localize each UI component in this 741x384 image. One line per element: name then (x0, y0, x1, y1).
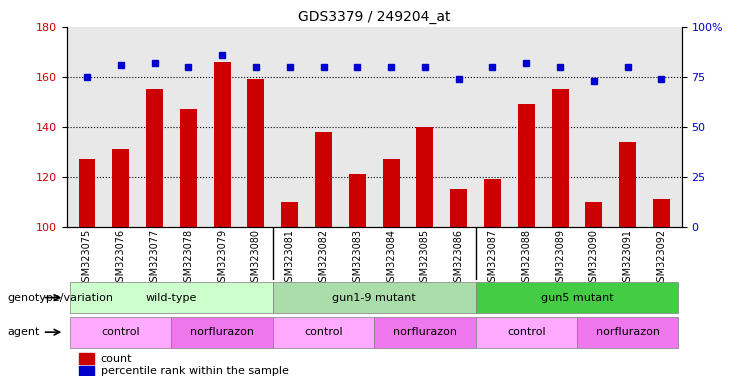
Bar (146, 89, 163, 227)
Text: GSM323079: GSM323079 (217, 229, 227, 288)
Text: GSM323080: GSM323080 (251, 229, 261, 288)
Text: GSM323092: GSM323092 (657, 229, 666, 288)
Text: control: control (507, 327, 545, 337)
Text: GSM323081: GSM323081 (285, 229, 295, 288)
Bar (653, 199, 670, 227)
Text: percentile rank within the sample: percentile rank within the sample (101, 366, 288, 376)
Text: genotype/variation: genotype/variation (7, 293, 113, 303)
Text: GSM323091: GSM323091 (622, 229, 633, 288)
Bar (79, 159, 96, 227)
Bar (451, 189, 467, 227)
Text: GSM323082: GSM323082 (319, 229, 328, 288)
Bar (382, 159, 399, 227)
Bar (619, 142, 636, 227)
FancyBboxPatch shape (273, 282, 476, 313)
Text: GSM323084: GSM323084 (386, 229, 396, 288)
Bar (551, 89, 568, 227)
Text: norflurazon: norflurazon (393, 327, 457, 337)
Text: control: control (305, 327, 343, 337)
Text: GSM323086: GSM323086 (453, 229, 464, 288)
Bar (484, 179, 501, 227)
Text: GSM323087: GSM323087 (488, 229, 497, 288)
Bar (518, 104, 535, 227)
Text: wild-type: wild-type (146, 293, 197, 303)
FancyBboxPatch shape (171, 316, 273, 348)
Title: GDS3379 / 249204_at: GDS3379 / 249204_at (298, 10, 451, 25)
FancyBboxPatch shape (273, 316, 374, 348)
FancyBboxPatch shape (374, 316, 476, 348)
Text: GSM323089: GSM323089 (555, 229, 565, 288)
FancyBboxPatch shape (70, 282, 273, 313)
Bar (247, 79, 265, 227)
FancyBboxPatch shape (476, 282, 678, 313)
Text: count: count (101, 354, 132, 364)
Text: GSM323085: GSM323085 (420, 229, 430, 288)
Text: GSM323083: GSM323083 (352, 229, 362, 288)
Text: GSM323078: GSM323078 (183, 229, 193, 288)
Text: GSM323090: GSM323090 (589, 229, 599, 288)
Bar (349, 174, 366, 227)
Bar (213, 62, 230, 227)
Bar (180, 109, 197, 227)
Text: GSM323076: GSM323076 (116, 229, 126, 288)
Text: GSM323088: GSM323088 (521, 229, 531, 288)
Text: GSM323075: GSM323075 (82, 229, 92, 288)
Bar (282, 202, 298, 227)
Bar (585, 202, 602, 227)
Text: agent: agent (7, 327, 40, 337)
Text: control: control (102, 327, 140, 337)
FancyBboxPatch shape (577, 316, 678, 348)
FancyBboxPatch shape (476, 316, 577, 348)
Text: norflurazon: norflurazon (190, 327, 254, 337)
Text: norflurazon: norflurazon (596, 327, 659, 337)
FancyBboxPatch shape (70, 316, 171, 348)
Bar (416, 127, 433, 227)
Text: GSM323077: GSM323077 (150, 229, 159, 288)
Text: gun1-9 mutant: gun1-9 mutant (332, 293, 416, 303)
Bar (315, 132, 332, 227)
Text: gun5 mutant: gun5 mutant (541, 293, 614, 303)
Bar (79, 366, 94, 376)
Bar (79, 353, 94, 364)
Bar (113, 149, 129, 227)
